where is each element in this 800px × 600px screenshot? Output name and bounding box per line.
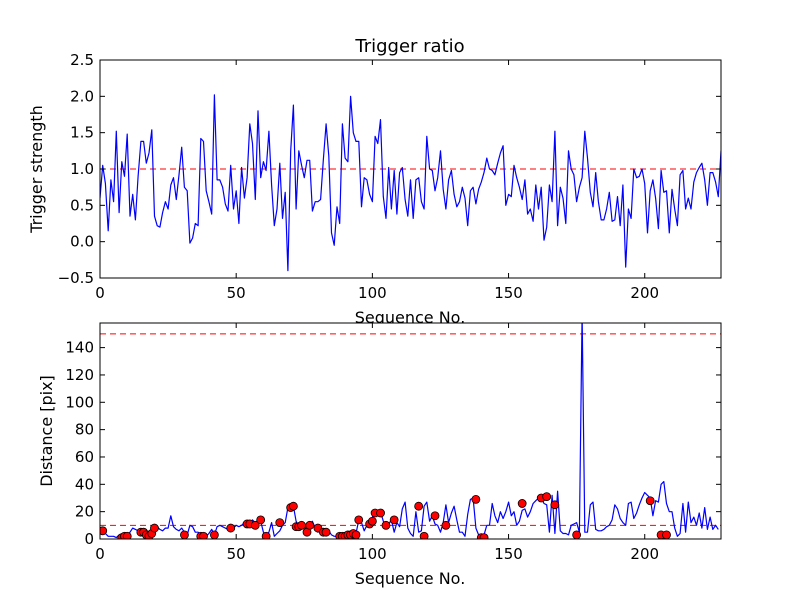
data-point	[367, 516, 377, 526]
y-tick-label: 20	[75, 503, 94, 521]
data-point	[297, 520, 306, 530]
x-tick-label: 50	[227, 284, 246, 302]
y-tick-label: 80	[75, 421, 94, 439]
trigger-ratio-axes: 0 50 100 150 200 −0.5 0.0 0.5 1.0 1.5 2.0 2.5 Trigg…	[27, 36, 722, 327]
x-tick-label: 100	[358, 545, 387, 563]
data-point	[351, 530, 361, 539]
plot-lines	[100, 323, 721, 539]
y-tick-label: 0.0	[70, 233, 94, 251]
axis-ticks: 0 50 100 150 200 0 20 40 60 80 100 120 140	[65, 323, 721, 563]
data-point	[261, 531, 271, 539]
y-tick-label: 60	[75, 448, 94, 466]
y-tick-label: 140	[65, 339, 94, 357]
data-point	[381, 520, 391, 530]
y-tick-label: 1.0	[70, 160, 94, 178]
y-tick-label: 40	[75, 475, 94, 493]
data-point	[354, 515, 364, 525]
y-tick-label: 100	[65, 393, 94, 411]
data-point	[471, 494, 481, 504]
x-tick-label: 0	[95, 284, 105, 302]
x-axis-label: Sequence No.	[355, 308, 466, 327]
data-point	[250, 520, 260, 530]
plot-lines	[100, 94, 721, 272]
y-tick-label: 2.0	[70, 87, 94, 105]
y-tick-label: −0.5	[58, 269, 94, 287]
data-point	[150, 523, 159, 533]
axes-frame	[99, 59, 722, 279]
data-point	[288, 501, 298, 511]
x-tick-label: 150	[494, 284, 523, 302]
data-point	[275, 518, 285, 527]
x-tick-label: 200	[630, 545, 659, 563]
data-point	[479, 533, 489, 539]
data-point	[305, 520, 315, 530]
x-tick-label: 150	[494, 545, 523, 563]
distance-axes: 0 50 100 150 200 0 20 40 60 80 100 120 140 Sequence …	[37, 322, 722, 588]
data-point	[321, 527, 331, 537]
plot-area	[100, 323, 721, 539]
data-point	[199, 531, 208, 539]
data-point	[430, 511, 440, 521]
x-tick-label: 0	[95, 545, 105, 563]
y-tick-label: 0.5	[70, 196, 94, 214]
y-axis-label: Trigger strength	[27, 105, 46, 234]
x-tick-label: 200	[630, 284, 659, 302]
axes-frame	[99, 322, 722, 540]
data-point	[180, 530, 189, 539]
y-axis-label: Distance [pix]	[37, 375, 56, 487]
data-point	[645, 496, 655, 506]
data-point	[419, 531, 429, 539]
data-point	[572, 530, 582, 539]
data-point	[100, 526, 108, 536]
chart-title: Trigger ratio	[354, 36, 464, 57]
data-point	[550, 500, 560, 510]
series-line	[100, 94, 721, 272]
data-point	[441, 520, 451, 530]
data-point	[414, 501, 424, 511]
data-point	[209, 530, 219, 539]
y-tick-label: 2.5	[70, 51, 94, 69]
data-point	[122, 531, 132, 539]
data-point	[542, 492, 552, 502]
data-point	[662, 530, 671, 539]
data-point	[226, 523, 236, 533]
y-tick-label: 0	[84, 530, 94, 548]
x-tick-label: 50	[227, 545, 246, 563]
data-point	[517, 499, 527, 508]
data-point	[376, 508, 385, 518]
y-tick-label: 120	[65, 366, 94, 384]
data-point	[256, 515, 266, 525]
x-tick-label: 100	[358, 284, 387, 302]
y-tick-label: 1.5	[70, 124, 94, 142]
data-point	[389, 515, 399, 525]
x-axis-label: Sequence No.	[355, 569, 466, 588]
